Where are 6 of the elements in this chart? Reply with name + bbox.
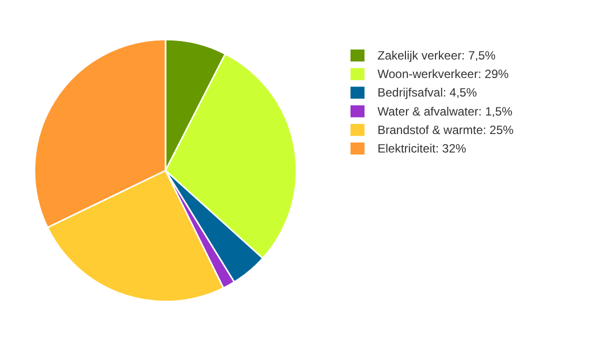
- legend-label: Zakelijk verkeer: 7,5%: [378, 48, 496, 62]
- legend-label: Elektriciteit: 32%: [378, 142, 467, 156]
- legend-label: Bedrijfsafval: 4,5%: [378, 86, 478, 100]
- legend-label: Brandstof & warmte: 25%: [378, 122, 514, 137]
- legend-label: Woon-werkverkeer: 29%: [378, 67, 509, 82]
- legend-label: Water & afvalwater: 1,5%: [378, 104, 513, 118]
